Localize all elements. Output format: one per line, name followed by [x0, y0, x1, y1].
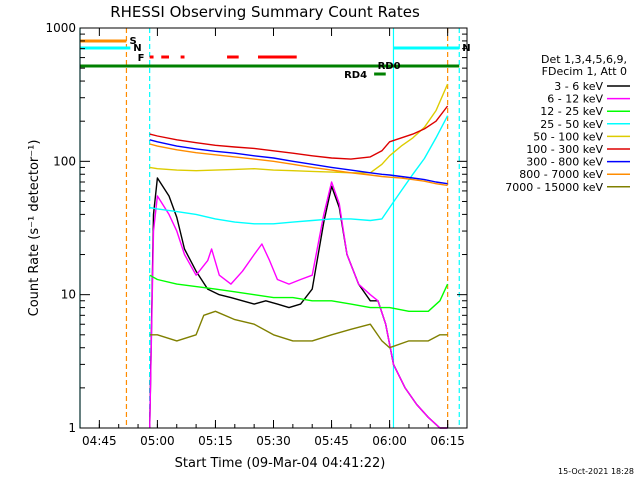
- series-line-50-100-kev: [149, 83, 449, 174]
- legend-header-line: FDecim 1, Att 0: [542, 65, 627, 78]
- legend-label-300-800-kev: 300 - 800 keV: [526, 156, 603, 169]
- series-line-300-800-kev: [149, 139, 448, 185]
- x-tick-label: 04:45: [82, 434, 117, 448]
- axis-layer: 04:45 05:00 05:15 05:30 05:45 06:00 06:15 1 10 10…: [45, 21, 468, 448]
- x-tick-label: 05:45: [314, 434, 349, 448]
- legend-label-3-6-kev: 3 - 6 keV: [554, 80, 603, 93]
- x-tick-label: 05:00: [140, 434, 175, 448]
- x-tick-label: 05:15: [198, 434, 233, 448]
- legend-header-line: Det 1,3,4,5,6,9,: [541, 53, 627, 66]
- state-bar-label-1: N: [133, 43, 141, 54]
- legend-label-6-12-kev: 6 - 12 keV: [547, 93, 603, 106]
- series-line-6-12-kev: [149, 181, 448, 429]
- legend-label-800-7000-kev: 800 - 7000 keV: [519, 168, 603, 181]
- chart-title: RHESSI Observing Summary Count Rates: [110, 3, 420, 21]
- legend-label-25-50-kev: 25 - 50 keV: [540, 118, 603, 131]
- y-axis-label: Count Rate (s⁻¹ detector⁻¹): [27, 140, 42, 317]
- series-line-12-25-kev: [149, 274, 449, 312]
- series-layer: [149, 83, 449, 429]
- series-line-100-300-kev: [149, 105, 449, 160]
- x-tick-label: 06:00: [372, 434, 407, 448]
- legend: Det 1,3,4,5,6,9,FDecim 1, Att 0 3 - 6 keV…: [505, 53, 630, 194]
- series-line-7000-15000-kev: [149, 310, 448, 349]
- label-rd0: RD0: [378, 61, 401, 72]
- state-bar-label-f: F: [138, 53, 145, 64]
- y-tick-label: 100: [53, 154, 76, 168]
- y-tick-label: 1: [68, 421, 76, 435]
- legend-label-7000-15000-kev: 7000 - 15000 keV: [505, 181, 603, 194]
- legend-label-50-100-kev: 50 - 100 keV: [533, 130, 603, 143]
- x-tick-label: 06:15: [430, 434, 465, 448]
- timestamp: 15-Oct-2021 18:28: [558, 467, 634, 476]
- y-tick-label: 1000: [45, 21, 76, 35]
- legend-label-100-300-kev: 100 - 300 keV: [526, 143, 603, 156]
- state-bar-label-0: S: [129, 36, 136, 47]
- series-line-800-7000-kev: [149, 143, 448, 187]
- legend-label-12-25-kev: 12 - 25 keV: [540, 105, 603, 118]
- y-tick-label: 10: [61, 288, 76, 302]
- x-axis-label: Start Time (09-Mar-04 04:41:22): [175, 456, 386, 471]
- x-tick-label: 05:30: [256, 434, 291, 448]
- label-rd4: RD4: [344, 70, 367, 81]
